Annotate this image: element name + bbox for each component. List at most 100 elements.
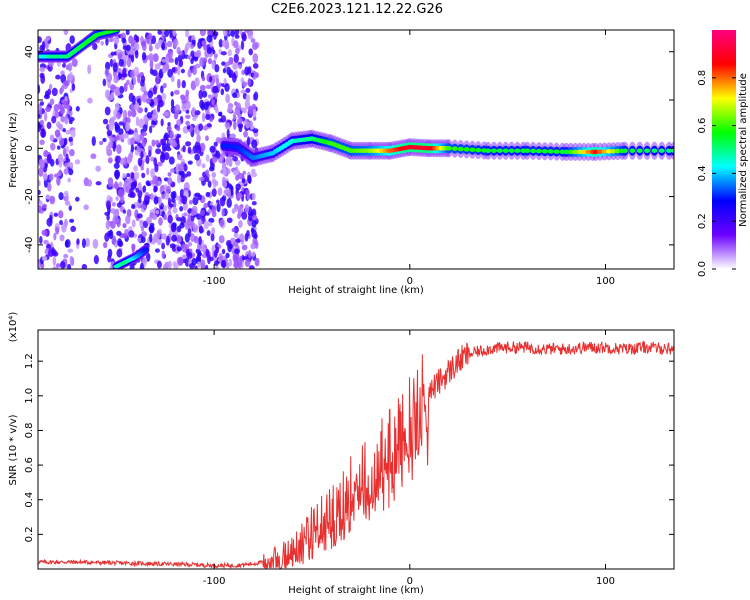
- noise-speckle: [198, 89, 203, 100]
- noise-speckle: [134, 50, 139, 59]
- noise-speckle: [161, 93, 167, 101]
- noise-speckle: [222, 30, 228, 37]
- noise-speckle: [59, 123, 64, 131]
- noise-speckle: [38, 209, 45, 214]
- noise-speckle: [43, 94, 50, 100]
- y-tick-label: -20: [24, 188, 35, 204]
- noise-speckle: [235, 102, 241, 111]
- noise-speckle: [243, 130, 248, 138]
- noise-speckle: [104, 106, 111, 116]
- noise-speckle: [166, 126, 172, 131]
- noise-speckle: [166, 40, 173, 48]
- noise-speckle: [161, 193, 166, 200]
- ridge-core: [445, 146, 452, 151]
- ridge-core: [541, 149, 548, 154]
- noise-speckle: [133, 102, 140, 111]
- noise-speckle: [140, 151, 144, 160]
- noise-speckle: [62, 128, 66, 133]
- noise-speckle: [190, 50, 195, 58]
- noise-speckle: [224, 82, 230, 92]
- noise-speckle: [179, 205, 184, 212]
- noise-speckle: [205, 248, 210, 257]
- noise-speckle: [211, 156, 218, 163]
- noise-speckle: [59, 137, 65, 146]
- noise-speckle: [207, 57, 213, 65]
- x-tick-label: 100: [596, 576, 615, 587]
- noise-speckle: [144, 107, 148, 113]
- noise-speckle: [114, 124, 121, 131]
- snr-scale-label: (x10⁴): [8, 312, 19, 343]
- noise-speckle: [68, 62, 73, 72]
- noise-speckle: [205, 154, 210, 162]
- noise-speckle: [167, 172, 172, 177]
- noise-speckle: [190, 57, 194, 65]
- noise-speckle: [225, 93, 231, 104]
- noise-speckle: [93, 254, 99, 265]
- noise-speckle: [246, 136, 251, 147]
- noise-speckle: [171, 222, 177, 228]
- snr-x-axis-label: Height of straight line (km): [288, 585, 424, 596]
- noise-speckle: [45, 194, 51, 200]
- noise-speckle: [163, 30, 170, 38]
- noise-speckle: [47, 88, 52, 96]
- noise-speckle: [233, 203, 239, 212]
- noise-speckle: [107, 157, 113, 164]
- noise-speckle: [118, 128, 124, 136]
- noise-speckle: [156, 230, 161, 239]
- noise-speckle: [43, 150, 49, 158]
- noise-speckle: [232, 241, 239, 247]
- noise-speckle: [69, 148, 75, 157]
- noise-speckle: [210, 201, 214, 207]
- noise-speckle: [218, 235, 225, 244]
- noise-speckle: [241, 244, 248, 251]
- colorbar-tick-label: 0.2: [697, 213, 708, 229]
- noise-speckle: [148, 224, 155, 234]
- noise-speckle: [172, 141, 178, 148]
- noise-speckle: [251, 219, 257, 228]
- noise-speckle: [118, 58, 124, 67]
- noise-speckle: [46, 121, 52, 130]
- noise-speckle: [151, 214, 158, 220]
- ridge-core: [535, 148, 542, 154]
- noise-speckle: [116, 230, 122, 236]
- ridge-core: [469, 147, 476, 152]
- ridge-core: [514, 148, 521, 153]
- noise-speckle: [172, 30, 177, 37]
- noise-speckle: [136, 145, 140, 153]
- noise-speckle: [245, 94, 251, 102]
- noise-speckle: [138, 196, 142, 204]
- noise-speckle: [141, 172, 146, 179]
- noise-speckle: [155, 210, 160, 215]
- noise-speckle: [238, 220, 243, 228]
- noise-speckle: [105, 61, 111, 71]
- noise-speckle: [206, 123, 212, 128]
- noise-speckle: [248, 265, 255, 269]
- noise-speckle: [194, 265, 198, 269]
- noise-speckle: [165, 235, 170, 246]
- noise-speckle: [103, 241, 108, 249]
- noise-speckle: [166, 185, 171, 193]
- noise-speckle: [53, 103, 60, 112]
- noise-speckle: [241, 178, 246, 184]
- noise-speckle: [157, 180, 162, 186]
- noise-speckle: [191, 106, 197, 117]
- noise-speckle: [148, 150, 152, 158]
- noise-speckle: [236, 109, 241, 119]
- noise-speckle: [219, 255, 223, 261]
- noise-speckle: [225, 61, 231, 67]
- noise-speckle: [181, 80, 186, 89]
- noise-speckle: [250, 243, 256, 250]
- noise-speckle: [141, 51, 147, 61]
- noise-speckle: [130, 49, 136, 55]
- noise-speckle: [167, 177, 173, 186]
- ridge-core: [530, 148, 537, 154]
- noise-speckle: [177, 164, 184, 172]
- noise-speckle: [246, 229, 250, 237]
- noise-speckle: [43, 172, 48, 181]
- noise-speckle: [194, 77, 200, 87]
- noise-speckle: [244, 204, 250, 213]
- ridge-core: [567, 149, 574, 155]
- noise-speckle: [148, 44, 153, 52]
- ridge-core: [580, 149, 587, 155]
- noise-speckle: [151, 69, 158, 77]
